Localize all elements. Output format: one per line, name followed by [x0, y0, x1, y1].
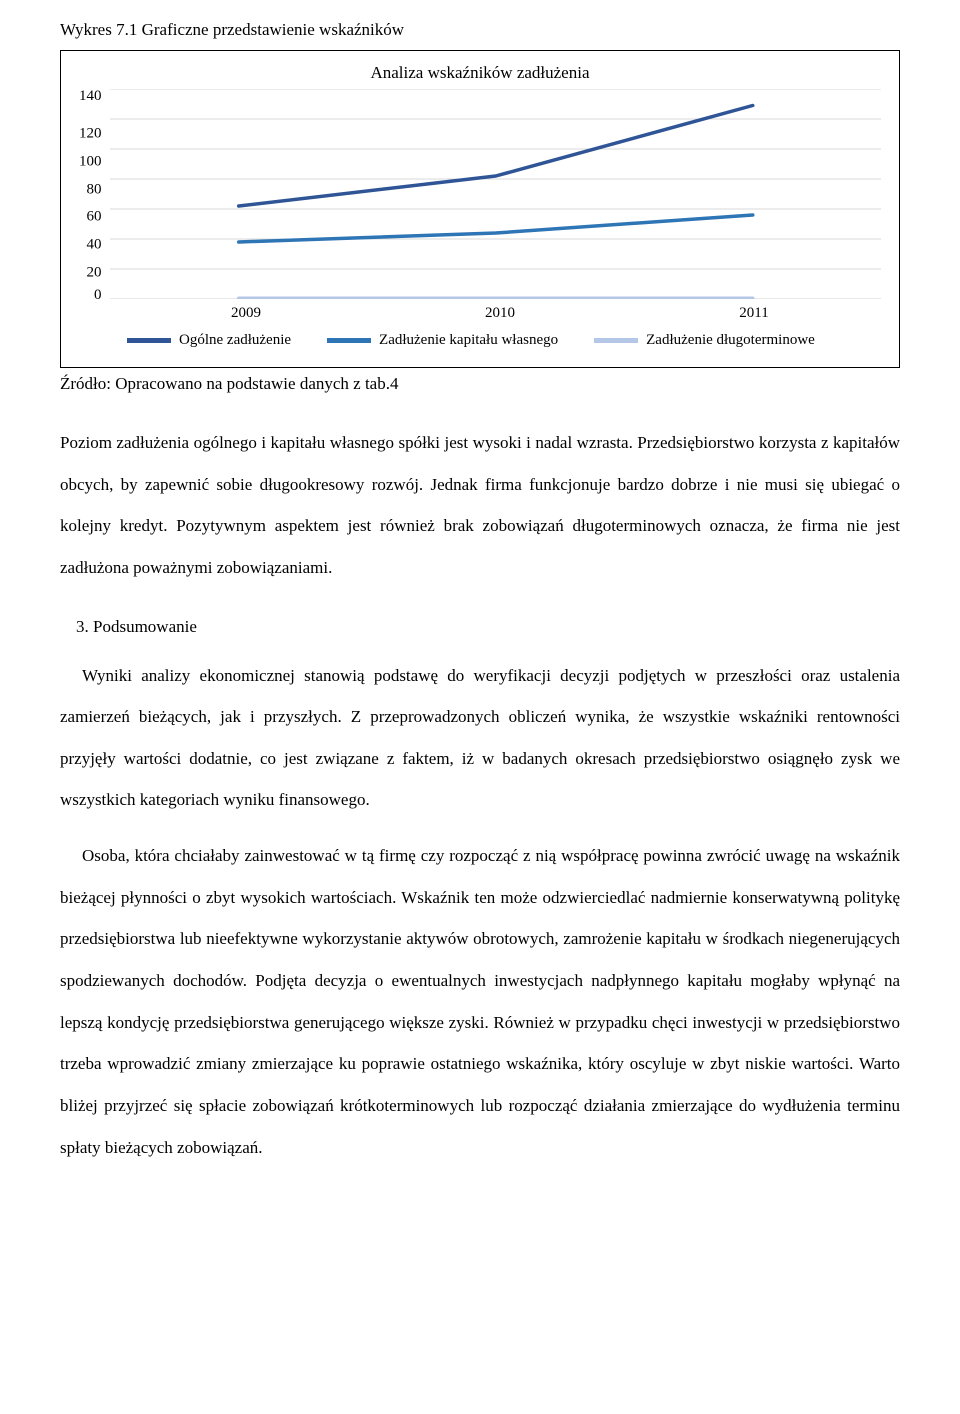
legend-label: Zadłużenie długoterminowe [646, 332, 815, 349]
legend-swatch [594, 338, 638, 343]
legend-item: Zadłużenie długoterminowe [594, 332, 815, 349]
chart-container: Analiza wskaźników zadłużenia 140 120 100 8… [60, 50, 900, 368]
legend-item: Zadłużenie kapitału własnego [327, 332, 558, 349]
chart-plot-area [110, 89, 882, 299]
chart-svg [110, 89, 882, 299]
chart-y-axis: 140 120 100 80 60 40 20 0 [79, 89, 110, 301]
chart-y-tick: 140 [79, 89, 102, 104]
legend-swatch [127, 338, 171, 343]
chart-body: 140 120 100 80 60 40 20 0 [79, 89, 881, 301]
legend-swatch [327, 338, 371, 343]
page: Wykres 7.1 Graficzne przedstawienie wska… [0, 0, 960, 1222]
chart-y-tick: 40 [87, 238, 102, 253]
chart-title: Analiza wskaźników zadłużenia [79, 63, 881, 83]
chart-legend: Ogólne zadłużenie Zadłużenie kapitału wła… [127, 332, 881, 355]
chart-x-tick: 2011 [627, 305, 881, 322]
paragraph-2: Wyniki analizy ekonomicznej stanowią pod… [60, 655, 900, 822]
legend-label: Ogólne zadłużenie [179, 332, 291, 349]
chart-y-tick: 20 [87, 266, 102, 281]
chart-x-tick: 2010 [373, 305, 627, 322]
section-title: 3. Podsumowanie [76, 617, 900, 637]
legend-label: Zadłużenie kapitału własnego [379, 332, 558, 349]
legend-item: Ogólne zadłużenie [127, 332, 291, 349]
chart-source: Źródło: Opracowano na podstawie danych z… [60, 374, 900, 394]
chart-y-tick: 100 [79, 154, 102, 169]
chart-y-tick: 80 [87, 182, 102, 197]
chart-y-tick: 0 [94, 288, 102, 303]
paragraph-1: Poziom zadłużenia ogólnego i kapitału wł… [60, 422, 900, 589]
paragraph-1b-text: . Pozytywnym aspektem jest również brak … [60, 516, 900, 577]
chart-y-tick: 120 [79, 126, 102, 141]
chart-series-line [238, 106, 752, 207]
chart-x-tick: 2009 [119, 305, 373, 322]
figure-caption: Wykres 7.1 Graficzne przedstawienie wska… [60, 20, 900, 40]
chart-y-tick: 60 [87, 210, 102, 225]
paragraph-3: Osoba, która chciałaby zainwestować w tą… [60, 835, 900, 1168]
chart-x-axis: 200920102011 [119, 305, 881, 322]
chart-series-line [238, 215, 752, 242]
